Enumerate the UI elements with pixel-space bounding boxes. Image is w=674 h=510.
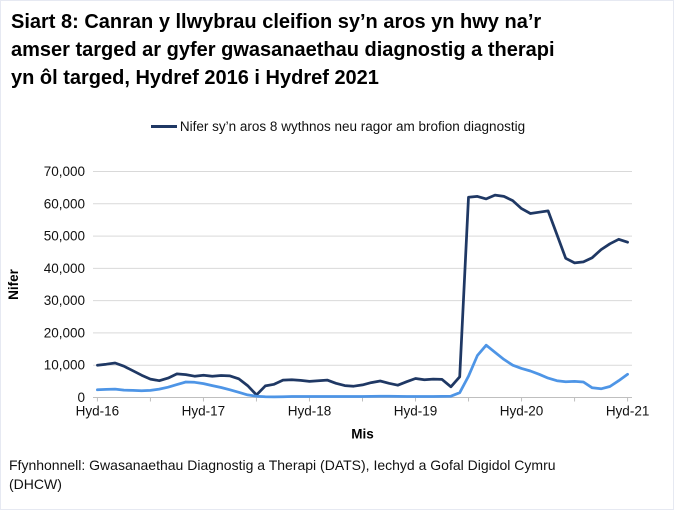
x-tick-label: Hyd-16 xyxy=(76,404,120,419)
source-note-line: Ffynhonnell: Gwasanaethau Diagnostig a T… xyxy=(9,457,556,473)
chart-title-line: Siart 8: Canran y llwybrau cleifion sy’n… xyxy=(11,11,542,33)
chart-legend: Nifer sy’n aros 8 wythnos neu ragor am b… xyxy=(1,117,674,135)
y-tick-label: 40,000 xyxy=(44,261,85,276)
x-tick-label: Hyd-17 xyxy=(182,404,226,419)
x-tick-label: Hyd-19 xyxy=(394,404,438,419)
x-tick-label: Hyd-21 xyxy=(606,404,650,419)
chart-title-line: yn ôl targed, Hydref 2016 i Hydref 2021 xyxy=(11,67,379,89)
source-note: Ffynhonnell: Gwasanaethau Diagnostig a T… xyxy=(9,456,649,493)
y-tick-label: 0 xyxy=(77,390,85,405)
chart-title-line: amser targed ar gyfer gwasanaethau diagn… xyxy=(11,39,555,61)
series-line-diagnostig xyxy=(96,193,629,397)
y-tick-label: 20,000 xyxy=(44,325,85,340)
y-tick-label: 50,000 xyxy=(44,229,85,244)
y-tick-label: 70,000 xyxy=(44,164,85,179)
chart-svg: 0 10,000 20,000 30,000 40,000 50,000 60,000 70,… xyxy=(6,164,650,442)
legend-label: Nifer sy’n aros 8 wythnos neu ragor am b… xyxy=(179,118,526,134)
series-line-secondary xyxy=(96,343,629,399)
legend-line-marker xyxy=(150,124,177,128)
x-tick-label: Hyd-18 xyxy=(288,404,332,419)
chart-title: Siart 8: Canran y llwybrau cleifion sy’n… xyxy=(11,8,671,92)
y-axis-title: Nifer xyxy=(6,268,21,300)
source-note-line: (DHCW) xyxy=(9,475,62,492)
y-tick-label: 30,000 xyxy=(44,293,85,308)
x-axis-title: Mis xyxy=(351,427,374,442)
x-tick-label: Hyd-20 xyxy=(500,404,544,419)
y-tick-label: 60,000 xyxy=(44,196,85,211)
y-tick-label: 10,000 xyxy=(44,358,85,373)
